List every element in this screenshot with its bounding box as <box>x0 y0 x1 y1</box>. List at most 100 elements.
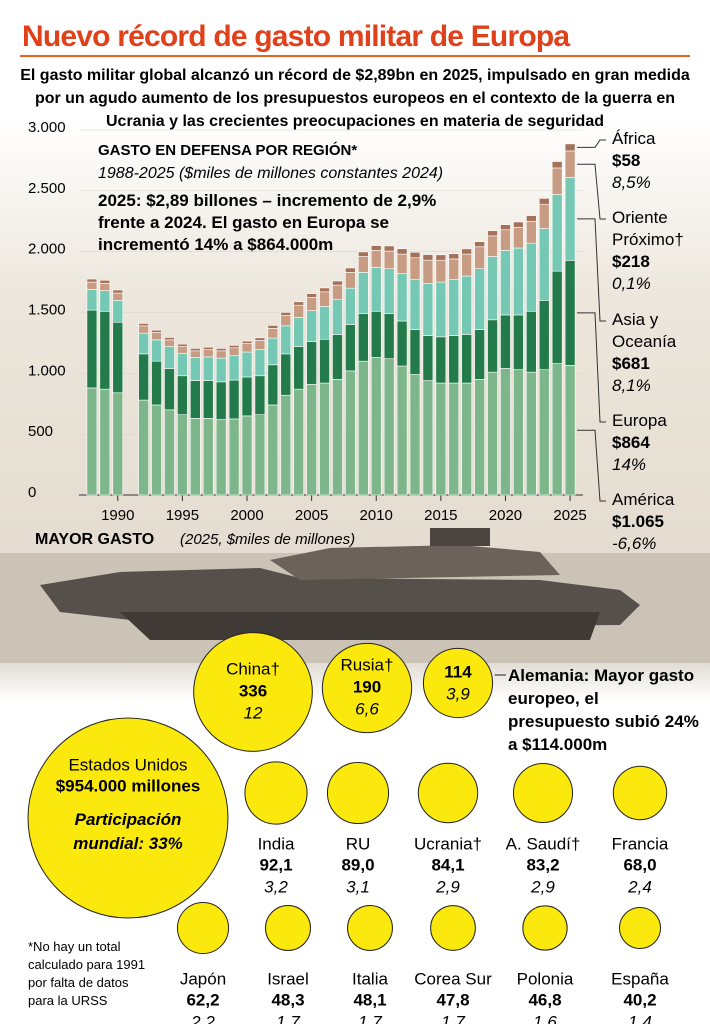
bar-segment <box>409 329 421 375</box>
bar-segment <box>358 313 369 362</box>
bar-segment <box>267 404 279 496</box>
bubble-title: MAYOR GASTO <box>35 531 154 548</box>
bar-segment <box>138 332 149 355</box>
bar-segment <box>99 282 111 291</box>
bubble-share: 6,6 <box>355 699 379 718</box>
bar-segment <box>215 419 227 496</box>
bar-segment <box>474 268 485 330</box>
bar-segment <box>99 279 111 284</box>
bar-segment <box>164 337 175 341</box>
bar-segment <box>112 289 124 294</box>
y-tick-label: 0 <box>28 484 36 501</box>
end-label: $58 <box>612 151 641 170</box>
bubble-share: 3,1 <box>346 877 370 896</box>
bar-segment <box>151 360 162 406</box>
bar-segment <box>293 317 304 347</box>
bubble-value: $954.000 millones <box>56 776 201 795</box>
bar-segment <box>435 254 447 261</box>
bar-segment <box>112 321 124 394</box>
x-tick-label: 1990 <box>101 507 134 524</box>
bar-segment <box>564 143 576 152</box>
bar-segment <box>332 299 343 335</box>
bar-segment <box>487 256 498 321</box>
bar-segment <box>422 335 434 381</box>
y-tick-label: 500 <box>28 423 53 440</box>
bubble-value: 114 <box>444 662 472 681</box>
bar-segment <box>383 245 395 252</box>
bar-segment <box>293 346 304 390</box>
bubble <box>417 762 479 824</box>
bar-segment <box>138 323 149 327</box>
leader <box>577 163 606 220</box>
bar-segment <box>228 345 240 349</box>
bar-segment <box>422 254 434 261</box>
bar-segment <box>267 337 279 366</box>
footnote: *No hay un total calculado para 1991 por… <box>28 939 146 1008</box>
bar-segment <box>383 313 395 360</box>
y-tick-label: 1.500 <box>28 301 66 318</box>
bar-segment <box>241 351 253 378</box>
bar-segment <box>487 319 498 373</box>
bar-segment <box>332 334 343 380</box>
bar-segment <box>332 280 343 286</box>
bar-segment <box>202 349 214 358</box>
bar-segment <box>190 348 201 352</box>
bar-segment <box>500 250 511 316</box>
bubble-value: 336 <box>239 681 267 700</box>
bubble <box>612 765 668 821</box>
bar-segment <box>319 382 330 496</box>
bar-segment <box>202 356 214 381</box>
bubble-name: Israel <box>267 969 309 988</box>
bubble-name: Rusia† <box>341 655 394 674</box>
bubble-name: Estados Unidos <box>68 755 187 774</box>
leader <box>577 218 606 322</box>
title: Nuevo récord de gasto militar de Europa <box>22 20 570 53</box>
bubble-share: 1,4 <box>628 1012 652 1024</box>
bar-segment <box>293 388 304 496</box>
bar-segment <box>383 268 395 315</box>
bar-segment <box>306 296 317 311</box>
bar-segment <box>86 281 98 290</box>
bar-segment <box>551 161 563 169</box>
x-tick-label: 2015 <box>424 507 457 524</box>
bar-segment <box>487 235 498 257</box>
bubble-value: 84,1 <box>431 855 464 874</box>
bar-segment <box>474 241 485 248</box>
bubble-share: 1,7 <box>441 1012 465 1024</box>
bar-segment <box>319 291 330 307</box>
bubble <box>321 642 413 734</box>
bar-segment <box>306 341 317 385</box>
bar-segment <box>267 364 279 406</box>
bubble-value: 48,1 <box>353 990 386 1009</box>
bar-segment <box>151 332 162 341</box>
bubble-subtitle: (2025, $miles de millones) <box>180 531 355 548</box>
bar-segment <box>358 272 369 315</box>
bubble <box>422 647 494 719</box>
leader <box>577 139 606 148</box>
bubble <box>347 905 393 951</box>
bubble-name: España <box>611 969 669 988</box>
bar-segment <box>370 357 382 496</box>
bar-segment <box>112 300 124 323</box>
bar-segment <box>474 379 485 496</box>
chart-title: GASTO EN DEFENSA POR REGIÓN* <box>98 141 357 159</box>
bar-segment <box>177 352 188 377</box>
x-tick-label: 2020 <box>489 507 522 524</box>
bubble-name: Ucrania† <box>414 834 482 853</box>
bubble-name: Italia <box>352 969 388 988</box>
bar-segment <box>138 353 149 401</box>
bar-segment <box>86 289 98 311</box>
bubble-name: RU <box>346 834 371 853</box>
bar-segment <box>551 363 563 496</box>
bar-segment <box>383 358 395 496</box>
bar-segment <box>396 253 408 274</box>
bar-segment <box>267 328 279 339</box>
y-tick-label: 1.000 <box>28 362 66 379</box>
bar-segment <box>345 370 356 496</box>
bar-segment <box>280 315 292 327</box>
legend-name: América <box>612 490 675 509</box>
legend-name: Asia y Oceanía <box>612 310 677 351</box>
change-label: 8,1% <box>612 376 651 395</box>
bar-segment <box>448 335 460 384</box>
